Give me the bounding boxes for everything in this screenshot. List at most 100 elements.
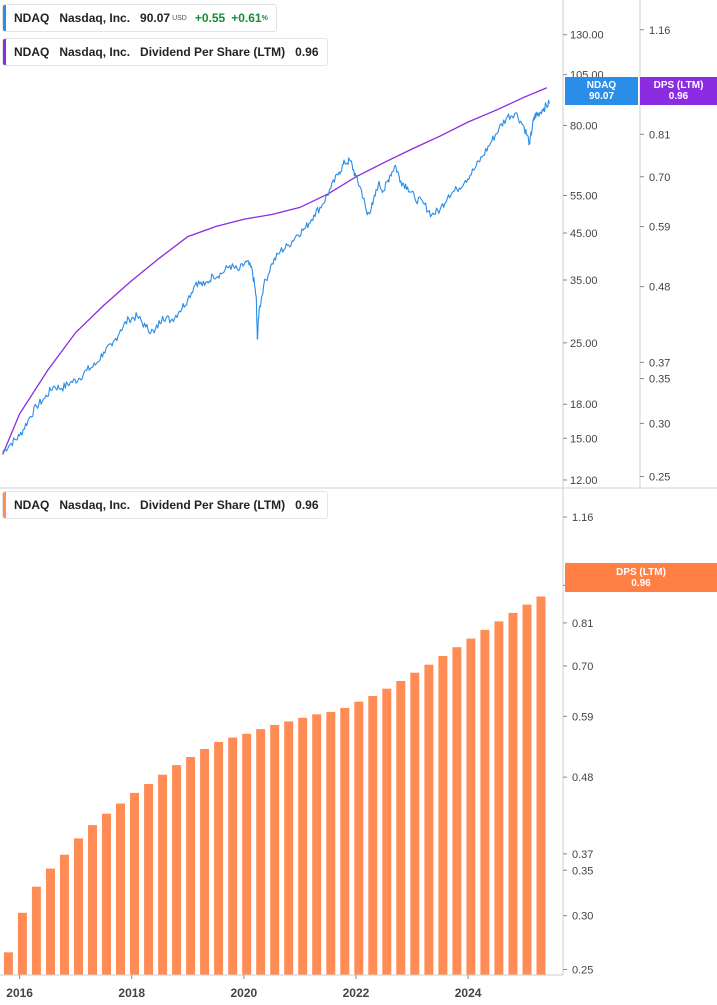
dps-bar bbox=[424, 664, 434, 975]
dps-line-point bbox=[299, 206, 301, 208]
price-line-point bbox=[523, 127, 525, 128]
dps-line-point bbox=[131, 280, 133, 282]
price-line-point bbox=[366, 214, 368, 216]
dps-bar bbox=[31, 886, 41, 975]
price-axis-tick-label: 15.00 bbox=[570, 433, 598, 445]
dps-axis-tick-label: 0.35 bbox=[649, 374, 670, 386]
price-line-point bbox=[383, 190, 385, 192]
price-line-point bbox=[36, 405, 37, 407]
dps-axis-tick-label: 0.70 bbox=[649, 172, 670, 184]
dps-bar bbox=[256, 729, 266, 975]
dps-bar bbox=[172, 765, 182, 975]
dps-bar bbox=[298, 717, 308, 975]
dps-bar bbox=[116, 803, 125, 975]
x-axis-tick-label: 2020 bbox=[231, 986, 258, 1000]
price-axis-tick-label: 18.00 bbox=[570, 399, 598, 411]
dps-line-tag-label: DPS (LTM) bbox=[653, 80, 704, 91]
dps-bar bbox=[438, 656, 448, 975]
dps-bar bbox=[214, 741, 224, 975]
legend-percent-sign: % bbox=[261, 14, 268, 22]
price-line-point bbox=[549, 102, 550, 104]
price-line-point bbox=[251, 270, 253, 271]
price-line-point bbox=[170, 319, 172, 321]
dps-bar bbox=[270, 724, 280, 975]
legend-dps-top[interactable]: NDAQ Nasdaq, Inc. Dividend Per Share (LT… bbox=[2, 38, 328, 66]
dps-axis-tick-label: 0.25 bbox=[649, 471, 670, 483]
price-line-point bbox=[237, 270, 239, 271]
price-line-point bbox=[515, 112, 517, 114]
bottom-axis-tick-label: 1.16 bbox=[572, 512, 593, 524]
dps-bar bbox=[46, 868, 55, 975]
dps-line-point bbox=[187, 236, 189, 238]
x-axis-tick-label: 2022 bbox=[343, 986, 370, 1000]
dps-axis-tick-label: 0.30 bbox=[649, 418, 670, 430]
dps-line bbox=[2, 87, 547, 455]
price-line-point bbox=[537, 113, 539, 115]
dps-line-point bbox=[47, 369, 49, 371]
dps-line-point bbox=[439, 135, 441, 137]
price-line-point bbox=[162, 316, 164, 317]
bottom-axis-tick-label: 0.48 bbox=[572, 772, 593, 784]
bottom-axis-tick-label: 0.81 bbox=[572, 618, 593, 630]
dps-line-point bbox=[546, 87, 548, 89]
price-axis-tick-label: 80.00 bbox=[570, 120, 598, 132]
price-line-point bbox=[271, 263, 273, 264]
price-line-point bbox=[94, 364, 96, 366]
dps-axis-tick-label: 0.37 bbox=[649, 357, 670, 369]
price-line-point bbox=[103, 351, 105, 353]
dps-line-point bbox=[523, 96, 525, 98]
price-line-point bbox=[414, 197, 416, 199]
dps-axis-tick-label: 0.81 bbox=[649, 129, 670, 141]
price-line-point bbox=[344, 162, 346, 164]
price-line-point bbox=[256, 338, 258, 340]
dps-bar bbox=[200, 749, 210, 975]
dps-bar bbox=[326, 711, 336, 975]
price-line-point bbox=[86, 369, 88, 371]
price-axis-tick-label: 45.00 bbox=[570, 228, 598, 240]
price-swatch bbox=[3, 5, 6, 31]
price-line-point bbox=[543, 107, 545, 109]
bottom-axis-tick-label: 0.35 bbox=[572, 865, 593, 877]
price-line-point bbox=[296, 234, 298, 236]
price-line-point bbox=[431, 214, 433, 216]
dps-bar bbox=[396, 681, 406, 975]
price-line-point bbox=[361, 190, 362, 192]
price-line-point bbox=[400, 180, 402, 182]
dps-line-point bbox=[271, 214, 273, 215]
dps-bar bbox=[354, 701, 364, 975]
dps-bar-tag-label: DPS (LTM) bbox=[616, 566, 666, 578]
price-line-point bbox=[439, 209, 441, 211]
price-line-point bbox=[44, 397, 46, 399]
dps-line-tag: DPS (LTM) 0.96 bbox=[640, 77, 717, 105]
price-line-point bbox=[61, 387, 63, 389]
legend-dps-top-company: Nasdaq, Inc. bbox=[59, 45, 131, 59]
dps-line-point bbox=[103, 304, 105, 306]
dps-bar bbox=[102, 813, 111, 975]
price-line-point bbox=[490, 142, 491, 144]
legend-price-change: +0.55 bbox=[194, 11, 226, 25]
legend-dps-bottom[interactable]: NDAQ Nasdaq, Inc. Dividend Per Share (LT… bbox=[2, 491, 328, 519]
dps-bar bbox=[522, 604, 532, 975]
dps-bar bbox=[130, 792, 139, 975]
dps-bar bbox=[466, 638, 476, 975]
dps-bar bbox=[60, 854, 69, 975]
price-line-point bbox=[187, 298, 189, 300]
dps-bar bbox=[312, 714, 322, 975]
price-line-point bbox=[212, 275, 214, 277]
price-tag: NDAQ 90.07 bbox=[565, 77, 638, 105]
price-line-point bbox=[69, 382, 71, 384]
price-line-point bbox=[394, 165, 396, 166]
price-line-point bbox=[128, 318, 130, 320]
price-line-point bbox=[136, 316, 138, 317]
legend-price[interactable]: NDAQ Nasdaq, Inc. 90.07 USD +0.55 +0.61% bbox=[2, 4, 277, 32]
x-axis: 2016 2018 2020 2022 2024 bbox=[0, 974, 563, 1000]
price-line-point bbox=[246, 261, 248, 263]
legend-dps-bottom-value: 0.96 bbox=[295, 498, 319, 512]
bottom-axis-tick-label: 0.37 bbox=[572, 849, 593, 861]
dps-line-point bbox=[75, 332, 77, 333]
top-panel-axes: 12.00 15.00 18.00 25.00 35.00 45.00 55.00 80.00… bbox=[0, 0, 717, 489]
dps-bar bbox=[382, 688, 392, 975]
bottom-axis-tick-label: 0.30 bbox=[572, 911, 593, 923]
dps-bar bbox=[452, 647, 462, 975]
price-line-point bbox=[338, 171, 340, 173]
